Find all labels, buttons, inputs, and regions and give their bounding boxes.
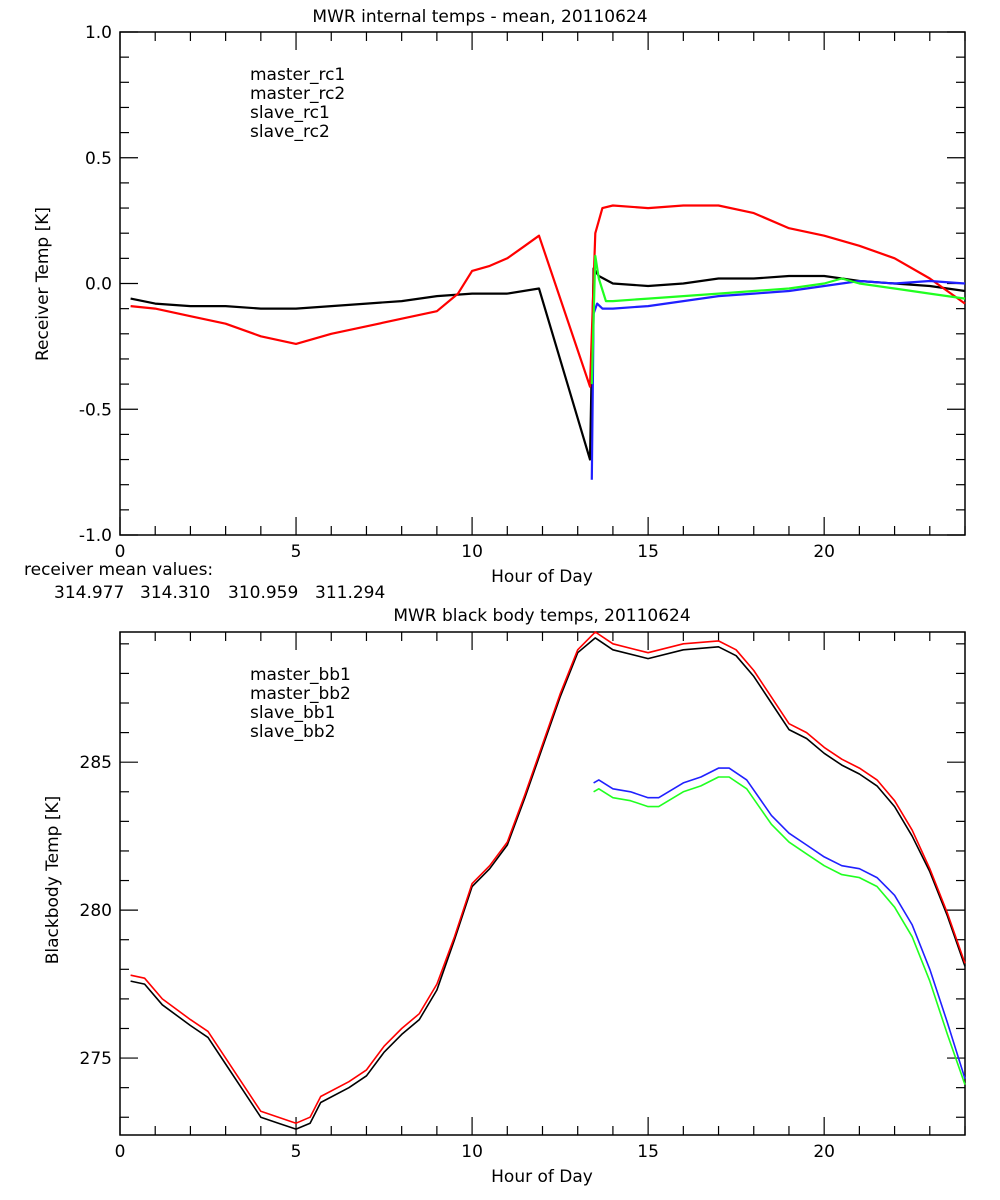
y-tick-label: 285 — [80, 753, 112, 773]
series-line-master-bb2 — [130, 631, 966, 1124]
legend-item: slave_rc2 — [250, 122, 330, 142]
x-tick-label: 0 — [115, 542, 126, 562]
y-axis-label: Blackbody Temp [K] — [43, 796, 63, 965]
y-tick-label: 0.5 — [85, 149, 112, 169]
series-line-master-rc2 — [130, 204, 966, 388]
x-tick-label: 10 — [461, 1142, 483, 1162]
legend-item: slave_bb2 — [250, 722, 335, 742]
receiver-temp-chart: MWR internal temps - mean, 20110624 0 5 10… — [24, 7, 966, 603]
legend-item: slave_bb1 — [250, 703, 335, 723]
series-line-slave-rc1 — [590, 279, 966, 480]
x-tick-label: 5 — [291, 1142, 302, 1162]
y-tick-label: -0.5 — [79, 400, 112, 420]
y-tick-label: 1.0 — [85, 23, 112, 43]
chart-title: MWR black body temps, 20110624 — [393, 606, 690, 626]
x-tick-label: 15 — [637, 542, 659, 562]
x-axis-label: Hour of Day — [491, 567, 593, 587]
x-tick-label: 5 — [291, 542, 302, 562]
blackbody-temp-chart: MWR black body temps, 20110624 0 5 10 15 20 2… — [43, 606, 966, 1187]
x-axis-label: Hour of Day — [491, 1167, 593, 1187]
plot-frame — [119, 631, 966, 1136]
y-tick-label: 275 — [80, 1049, 112, 1069]
mean-value-slave-rc1: 310.959 — [228, 583, 298, 603]
legend-item: slave_rc1 — [250, 103, 330, 123]
mean-value-slave-rc2: 311.294 — [315, 583, 385, 603]
mean-value-master-rc1: 314.977 — [54, 583, 124, 603]
series-line-master-rc1 — [130, 267, 966, 461]
y-tick-label: 0.0 — [85, 275, 112, 295]
y-axis-label: Receiver Temp [K] — [33, 207, 53, 361]
legend: master_bb1 master_bb2 slave_bb1 slave_bb… — [250, 665, 351, 742]
chart-title: MWR internal temps - mean, 20110624 — [312, 7, 647, 27]
legend: master_rc1 master_rc2 slave_rc1 slave_rc… — [250, 65, 345, 142]
x-tick-label: 20 — [813, 1142, 835, 1162]
y-tick-label: 280 — [80, 901, 112, 921]
y-tick-label: -1.0 — [79, 526, 112, 546]
x-tick-label: 0 — [115, 1142, 126, 1162]
x-tick-label: 10 — [461, 542, 483, 562]
x-tick-label: 15 — [637, 1142, 659, 1162]
series-line-slave-bb1 — [593, 767, 966, 1080]
legend-item: master_rc1 — [250, 65, 345, 85]
series-line-slave-bb2 — [593, 776, 966, 1085]
legend-item: master_rc2 — [250, 84, 345, 104]
mean-value-master-rc2: 314.310 — [140, 583, 210, 603]
x-tick-label: 20 — [813, 542, 835, 562]
series-line-master-bb1 — [130, 637, 966, 1130]
legend-item: master_bb2 — [250, 684, 351, 704]
mean-values-label: receiver mean values: — [24, 560, 213, 580]
legend-item: master_bb1 — [250, 665, 351, 685]
series-line-slave-rc2 — [590, 254, 966, 385]
